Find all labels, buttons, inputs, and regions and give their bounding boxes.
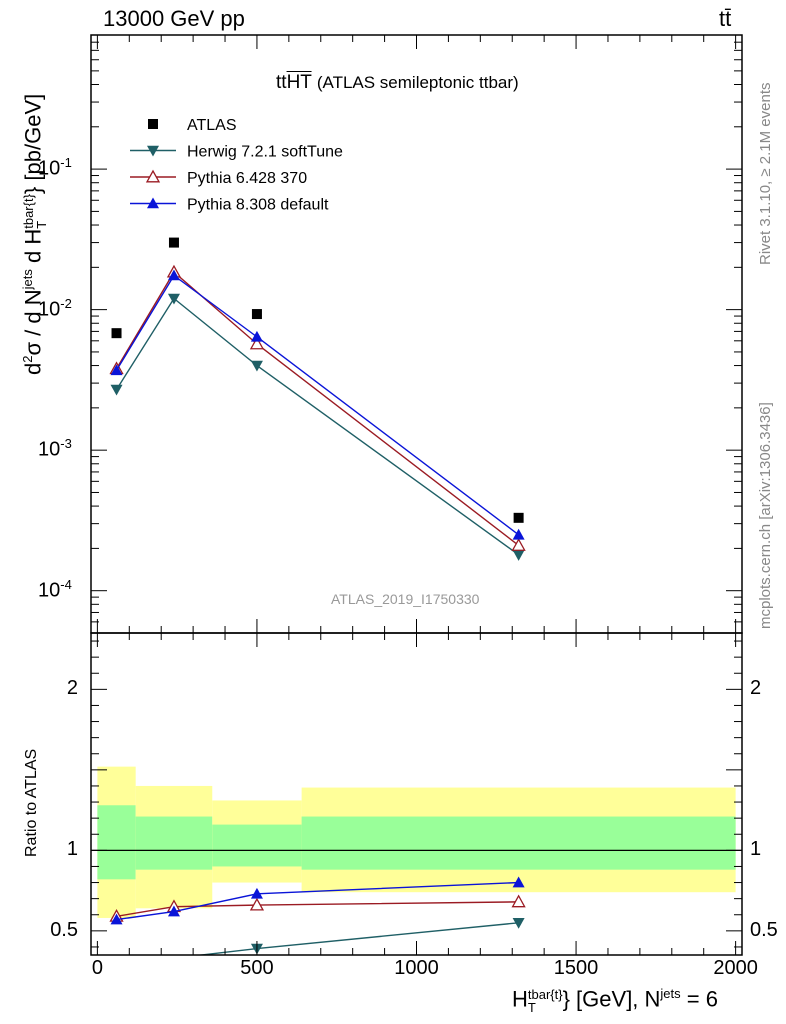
legend-marker-2 <box>145 169 161 183</box>
plot-title-suffix: (ATLAS semileptonic ttbar) <box>316 73 519 92</box>
series-2-point-2 <box>249 336 265 350</box>
ratio-y-tick-label-left: 2 <box>66 677 78 700</box>
x-tick-label: 2000 <box>713 957 758 979</box>
ratio-2-point-2 <box>250 887 263 899</box>
legend-marker-3 <box>147 197 159 209</box>
band-inner-2 <box>212 824 302 867</box>
series-line-3 <box>115 274 520 536</box>
series-0-point-1 <box>168 237 179 248</box>
ratio-line-2 <box>116 881 519 921</box>
ratio-2-point-1 <box>167 905 180 917</box>
legend-label-0: ATLAS <box>187 117 237 134</box>
legend-label-2: Pythia 6.428 370 <box>187 170 307 187</box>
ratio-y-tick-label-right: 1 <box>750 838 762 861</box>
ylabel-sup3: tbar{t} <box>20 194 36 229</box>
series-0-point-3 <box>513 512 524 523</box>
ratio-1-point-2 <box>249 897 265 911</box>
series-line-1 <box>115 297 520 556</box>
upper-y-tick-label: 10-2 <box>38 296 72 322</box>
ylabel-dh: d H <box>20 228 46 270</box>
series-0-point-2 <box>251 309 262 320</box>
ratio-2-point-0 <box>110 913 123 925</box>
ratio-y-tick-label-left: 0.5 <box>50 918 78 941</box>
xlabel-h: H <box>512 986 528 1012</box>
upper-y-tick-label: 10-4 <box>38 577 72 603</box>
tick-exponent: -2 <box>60 295 72 311</box>
legend-label-3: Pythia 8.308 default <box>187 197 329 214</box>
series-1-point-0 <box>110 384 123 396</box>
analysis-id: ATLAS_2019_I1750330 <box>331 591 480 607</box>
ratio-line-1 <box>116 901 519 918</box>
legend-label-1: Herwig 7.2.1 softTune <box>187 144 343 161</box>
series-1-point-1 <box>167 293 180 305</box>
x-tick-label: 0 <box>91 957 103 979</box>
upper-y-tick-label: 10-3 <box>38 436 72 462</box>
axis-ticks <box>91 34 742 955</box>
uncertainty-bands <box>97 766 736 918</box>
series-3-point-1 <box>167 269 180 281</box>
band-inner-3 <box>301 816 736 870</box>
distribution-series <box>109 237 526 561</box>
ratio-line-0 <box>195 922 519 955</box>
x-tick-label: 500 <box>240 957 274 979</box>
rivet-label: Rivet 3.1.10, ≥ 2.1M events <box>757 82 774 266</box>
plot-title-overlined: HT <box>286 72 312 93</box>
tick-base: 10 <box>38 579 61 602</box>
series-2-point-3 <box>511 538 526 551</box>
xlabel-sub1: T <box>527 999 536 1015</box>
tick-exponent: -1 <box>60 155 72 171</box>
upper-y-tick-label: 10-1 <box>38 155 72 181</box>
xlabel-n: = 6 <box>680 986 718 1012</box>
tick-base: 10 <box>38 298 61 321</box>
series-3-point-0 <box>110 364 123 376</box>
ratio-y-tick-label-left: 1 <box>66 838 78 861</box>
legend-marker-0 <box>148 119 158 129</box>
tick-exponent: -3 <box>60 436 72 452</box>
series-line-2 <box>115 271 520 546</box>
process-label: tt̄ <box>719 6 732 31</box>
series-1-point-3 <box>512 550 525 561</box>
x-tick-label: 1500 <box>553 957 599 979</box>
xlabel-unit: } [GeV], N <box>562 986 661 1012</box>
band-inner-0 <box>97 805 136 880</box>
legend-marker-1 <box>147 145 159 157</box>
energy-label: 13000 GeV pp <box>103 6 245 31</box>
legend: ATLAS Herwig 7.2.1 softTune Pythia 6.428 3… <box>130 117 343 214</box>
ratio-2-point-3 <box>512 876 525 888</box>
tick-base: 10 <box>38 157 61 180</box>
xlabel-sup2: jets <box>660 986 681 1001</box>
tick-base: 10 <box>38 438 61 461</box>
ratio-y-tick-label-right: 0.5 <box>750 918 778 941</box>
plot-title-prefix: tt <box>276 72 287 93</box>
series-0-point-0 <box>111 328 122 339</box>
plot-title: ttHT (ATLAS semileptonic ttbar) <box>276 72 519 94</box>
x-tick-label: 1000 <box>394 957 439 979</box>
ratio-1-point-3 <box>511 894 526 908</box>
ylabel-sup2: jets <box>20 269 35 290</box>
ylabel-sup1: 2 <box>20 355 35 363</box>
ratio-0-point-3 <box>512 918 525 929</box>
xlabel-sup1: tbar{t} <box>527 986 563 1002</box>
lower-y-axis-label: Ratio to ATLAS <box>23 748 40 857</box>
ratio-y-tick-label-right: 2 <box>750 677 762 700</box>
tick-exponent: -4 <box>60 576 72 592</box>
ylabel-sub3: T <box>33 220 49 229</box>
source-label: mcplots.cern.ch [arXiv:1306.3436] <box>757 402 774 629</box>
series-3-point-3 <box>512 528 525 540</box>
ylabel-d: d <box>20 362 46 375</box>
band-inner-1 <box>135 816 213 870</box>
series-3-point-2 <box>250 330 263 342</box>
series-1-point-2 <box>250 360 263 372</box>
